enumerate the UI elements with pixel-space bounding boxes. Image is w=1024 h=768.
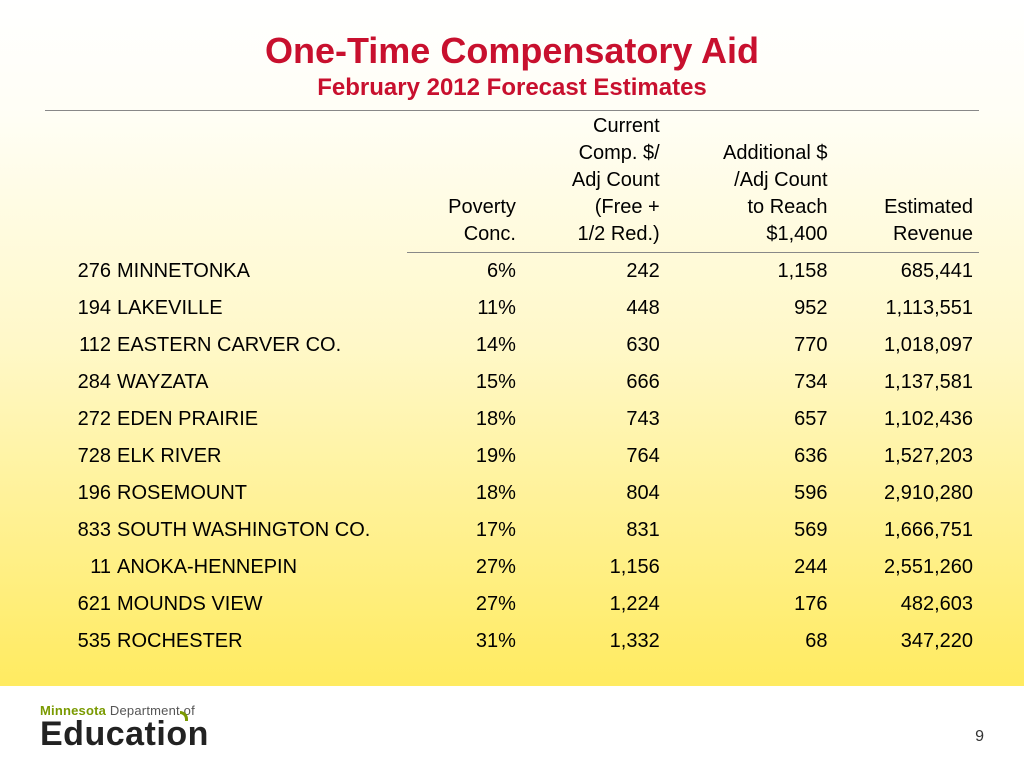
mde-logo: Minnesota Department of Education [40, 704, 209, 751]
cell-additional: 68 [666, 623, 834, 660]
cell-current: 666 [522, 364, 666, 401]
cell-name: SOUTH WASHINGTON CO. [117, 512, 407, 549]
cell-additional: 569 [666, 512, 834, 549]
col-header-current: CurrentComp. $/Adj Count(Free +1/2 Red.) [522, 111, 666, 253]
table-row: 535ROCHESTER31%1,33268347,220 [45, 623, 979, 660]
cell-poverty: 14% [407, 327, 522, 364]
cell-poverty: 27% [407, 549, 522, 586]
cell-poverty: 27% [407, 586, 522, 623]
cell-revenue: 2,551,260 [834, 549, 979, 586]
cell-id: 272 [45, 401, 117, 438]
cell-revenue: 1,666,751 [834, 512, 979, 549]
cell-id: 535 [45, 623, 117, 660]
cell-name: ROSEMOUNT [117, 475, 407, 512]
cell-id: 284 [45, 364, 117, 401]
cell-additional: 657 [666, 401, 834, 438]
cell-id: 194 [45, 290, 117, 327]
cell-poverty: 18% [407, 475, 522, 512]
cell-id: 11 [45, 549, 117, 586]
cell-additional: 770 [666, 327, 834, 364]
cell-revenue: 1,113,551 [834, 290, 979, 327]
table-row: 272EDEN PRAIRIE18%7436571,102,436 [45, 401, 979, 438]
cell-revenue: 1,137,581 [834, 364, 979, 401]
table-row: 11ANOKA-HENNEPIN27%1,1562442,551,260 [45, 549, 979, 586]
cell-additional: 734 [666, 364, 834, 401]
cell-name: WAYZATA [117, 364, 407, 401]
table-row: 112EASTERN CARVER CO.14%6307701,018,097 [45, 327, 979, 364]
cell-name: LAKEVILLE [117, 290, 407, 327]
cell-poverty: 19% [407, 438, 522, 475]
col-header-poverty: PovertyConc. [407, 111, 522, 253]
cell-revenue: 347,220 [834, 623, 979, 660]
cell-additional: 244 [666, 549, 834, 586]
cell-id: 621 [45, 586, 117, 623]
cell-name: EDEN PRAIRIE [117, 401, 407, 438]
cell-current: 743 [522, 401, 666, 438]
cell-current: 1,224 [522, 586, 666, 623]
cell-current: 764 [522, 438, 666, 475]
footer: Minnesota Department of Education 9 [0, 686, 1024, 768]
cell-id: 728 [45, 438, 117, 475]
cell-name: MOUNDS VIEW [117, 586, 407, 623]
cell-name: ANOKA-HENNEPIN [117, 549, 407, 586]
cell-current: 804 [522, 475, 666, 512]
cell-additional: 176 [666, 586, 834, 623]
cell-name: ROCHESTER [117, 623, 407, 660]
cell-current: 1,332 [522, 623, 666, 660]
table-row: 833SOUTH WASHINGTON CO.17%8315691,666,75… [45, 512, 979, 549]
cell-current: 1,156 [522, 549, 666, 586]
cell-id: 276 [45, 253, 117, 291]
table-row: 728ELK RIVER19%7646361,527,203 [45, 438, 979, 475]
cell-poverty: 6% [407, 253, 522, 291]
cell-id: 833 [45, 512, 117, 549]
cell-poverty: 18% [407, 401, 522, 438]
table-row: 196ROSEMOUNT18%8045962,910,280 [45, 475, 979, 512]
cell-name: EASTERN CARVER CO. [117, 327, 407, 364]
cell-poverty: 15% [407, 364, 522, 401]
cell-revenue: 1,527,203 [834, 438, 979, 475]
cell-name: ELK RIVER [117, 438, 407, 475]
cell-current: 630 [522, 327, 666, 364]
slide-title: One-Time Compensatory Aid [45, 30, 979, 72]
cell-id: 112 [45, 327, 117, 364]
cell-name: MINNETONKA [117, 253, 407, 291]
col-header-revenue: EstimatedRevenue [834, 111, 979, 253]
table-row: 194LAKEVILLE11%4489521,113,551 [45, 290, 979, 327]
cell-current: 242 [522, 253, 666, 291]
table-row: 284WAYZATA15%6667341,137,581 [45, 364, 979, 401]
col-header-additional: Additional $/Adj Countto Reach$1,400 [666, 111, 834, 253]
cell-poverty: 31% [407, 623, 522, 660]
cell-additional: 596 [666, 475, 834, 512]
logo-education: Education [40, 717, 209, 751]
cell-revenue: 1,018,097 [834, 327, 979, 364]
page-number: 9 [975, 728, 984, 746]
cell-id: 196 [45, 475, 117, 512]
cell-revenue: 482,603 [834, 586, 979, 623]
cell-current: 831 [522, 512, 666, 549]
cell-additional: 636 [666, 438, 834, 475]
cell-poverty: 17% [407, 512, 522, 549]
table-row: 621MOUNDS VIEW27%1,224176482,603 [45, 586, 979, 623]
aid-table: PovertyConc. CurrentComp. $/Adj Count(Fr… [45, 111, 979, 660]
table-row: 276MINNETONKA6%2421,158685,441 [45, 253, 979, 291]
cell-current: 448 [522, 290, 666, 327]
cell-poverty: 11% [407, 290, 522, 327]
slide-subtitle: February 2012 Forecast Estimates [45, 74, 979, 102]
cell-revenue: 685,441 [834, 253, 979, 291]
cell-revenue: 1,102,436 [834, 401, 979, 438]
cell-additional: 952 [666, 290, 834, 327]
cell-revenue: 2,910,280 [834, 475, 979, 512]
cell-additional: 1,158 [666, 253, 834, 291]
